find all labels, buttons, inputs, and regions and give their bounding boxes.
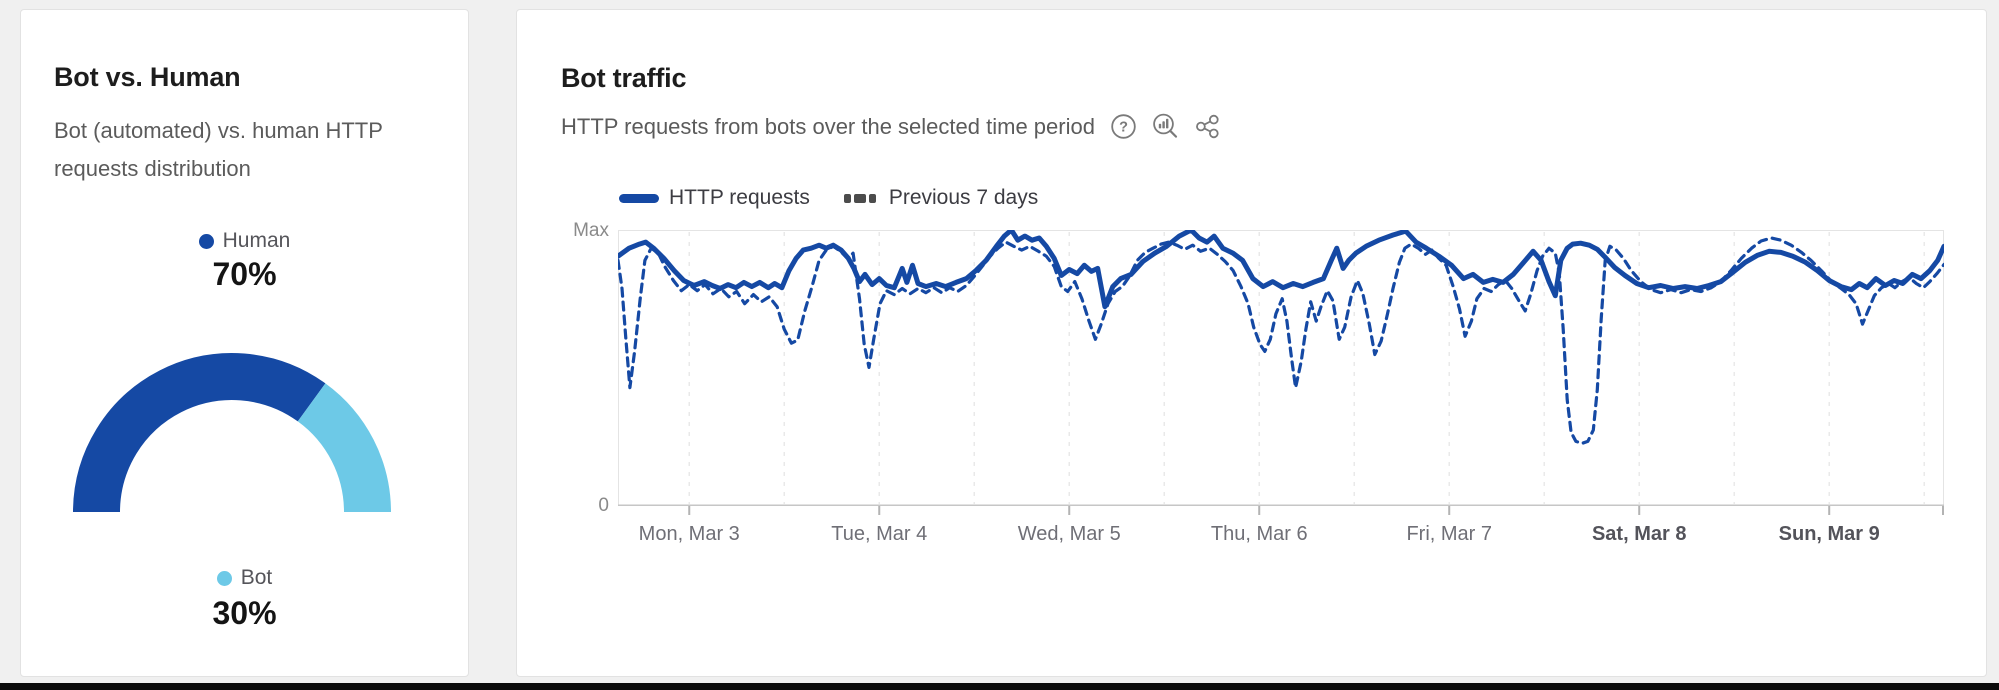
x-axis-labels: Mon, Mar 3 Tue, Mar 4 Wed, Mar 5 Thu, Mar 6… — [618, 523, 1944, 549]
y-axis-zero-label: 0 — [598, 495, 609, 516]
gauge-segment-bot[interactable] — [297, 383, 391, 513]
x-tick-label: Sat, Mar 8 — [1591, 523, 1687, 545]
bot-dot-icon — [216, 570, 232, 586]
card-description-row: HTTP requests from bots over the selecte… — [561, 113, 1221, 140]
bot-vs-human-card: Bot vs. Human Bot (automated) vs. human … — [20, 9, 469, 677]
series-solid-line[interactable] — [615, 227, 1947, 310]
bot-traffic-card: Bot traffic HTTP requests from bots over… — [516, 9, 1987, 677]
chart-legend: HTTP requests Previous 7 days — [619, 186, 1072, 210]
legend-http-requests[interactable]: HTTP requests — [619, 186, 810, 210]
x-tick-label: Mon, Mar 3 — [638, 523, 740, 545]
bot-vs-human-gauge[interactable] — [72, 352, 392, 514]
x-tick-label: Tue, Mar 4 — [831, 523, 928, 545]
zoom-analytics-icon[interactable] — [1152, 113, 1179, 140]
legend-previous-7-days[interactable]: Previous 7 days — [843, 186, 1039, 210]
gauge-chart[interactable] — [72, 352, 392, 514]
series-dashed-line[interactable] — [616, 236, 1946, 445]
legend-bot-label: Bot — [240, 566, 273, 589]
help-icon[interactable]: ? — [1110, 113, 1137, 140]
plot-border — [618, 230, 1944, 506]
share-icon[interactable] — [1194, 113, 1221, 140]
legend-bot[interactable]: Bot — [21, 566, 468, 590]
card-subtitle: Bot (automated) vs. human HTTP requests … — [54, 118, 383, 181]
legend-human-label: Human — [222, 229, 291, 252]
human-percentage: 70% — [212, 256, 277, 292]
y-axis-max-label: Max — [573, 220, 609, 241]
bottom-edge-bar — [0, 683, 1999, 690]
legend-previous-7-days-label: Previous 7 days — [888, 186, 1039, 209]
x-tick-label: Thu, Mar 6 — [1210, 523, 1308, 545]
dashed-line-swatch-icon — [843, 193, 879, 203]
card-title: Bot vs. Human — [54, 62, 241, 92]
x-tick-label: Sun, Mar 9 — [1778, 523, 1880, 545]
gauge-segment-human[interactable] — [73, 353, 326, 513]
card-description: HTTP requests from bots over the selecte… — [561, 113, 1095, 139]
x-tick-label: Fri, Mar 7 — [1406, 523, 1492, 545]
human-dot-icon — [198, 233, 214, 249]
bot-percentage: 30% — [212, 595, 277, 631]
x-tick-label: Wed, Mar 5 — [1017, 523, 1121, 545]
solid-line-swatch-icon — [619, 193, 659, 203]
bot-traffic-chart[interactable] — [615, 227, 1947, 516]
legend-human[interactable]: Human — [21, 229, 468, 253]
legend-http-requests-label: HTTP requests — [669, 186, 810, 209]
card-title: Bot traffic — [561, 63, 687, 93]
svg-text:?: ? — [1119, 120, 1128, 136]
